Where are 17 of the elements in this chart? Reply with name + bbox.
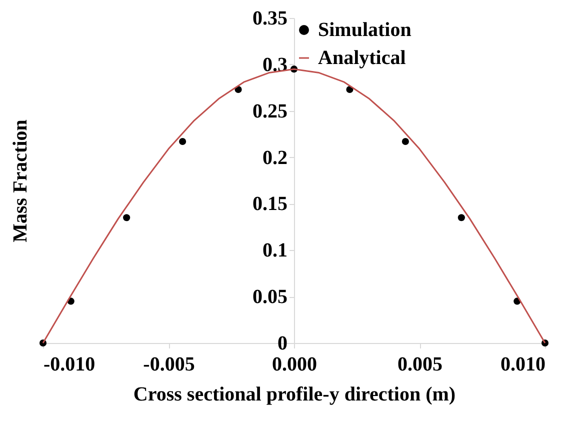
y-tick-label: 0 bbox=[278, 332, 288, 354]
y-axis-title: Mass Fraction bbox=[10, 120, 32, 242]
x-tick-label: 0.000 bbox=[272, 354, 317, 376]
y-tick-label: 0.1 bbox=[262, 240, 288, 262]
y-tick-label: 0.15 bbox=[252, 193, 288, 216]
y-tick-label: 0.2 bbox=[262, 146, 288, 169]
y-tick-label: 0.3 bbox=[262, 54, 288, 76]
x-tick-label: -0.005 bbox=[143, 354, 195, 376]
x-axis-title: Cross sectional profile-y direction (m) bbox=[133, 384, 456, 406]
x-tick-label: -0.010 bbox=[44, 354, 96, 376]
legend-label: Simulation bbox=[318, 19, 412, 41]
y-tick-label: 0.35 bbox=[252, 8, 288, 30]
y-tick-label: 0.25 bbox=[252, 100, 288, 122]
legend-label: Analytical bbox=[318, 47, 406, 69]
x-tick-label: 0.005 bbox=[398, 354, 442, 376]
x-tick-label: 0.010 bbox=[500, 354, 546, 376]
y-tick-label: 0.05 bbox=[252, 286, 288, 308]
